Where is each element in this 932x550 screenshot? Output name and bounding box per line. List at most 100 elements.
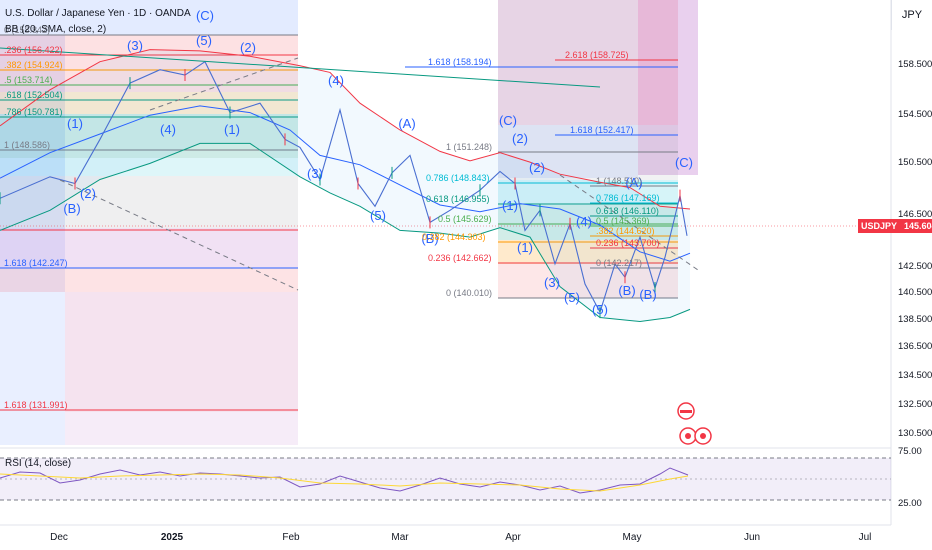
fib-label: 0.5 (145.629) bbox=[438, 214, 492, 224]
last-price-value: 145.604 bbox=[900, 219, 932, 233]
wave-label: (4) bbox=[576, 214, 592, 229]
zone-red-right-low bbox=[498, 264, 678, 298]
currency-unit[interactable]: JPY bbox=[891, 0, 932, 30]
wave-label: (C) bbox=[675, 155, 693, 170]
price-tick-label: 150.500 bbox=[898, 157, 932, 168]
wave-label: (2) bbox=[512, 131, 528, 146]
event-icons[interactable] bbox=[677, 402, 712, 445]
wave-label: (A) bbox=[398, 116, 415, 131]
wave-label: (B) bbox=[63, 201, 80, 216]
price-tick-label: 142.500 bbox=[898, 261, 932, 272]
rsi-tick-label: 75.00 bbox=[898, 446, 922, 457]
fib-label: 0.786 (148.843) bbox=[426, 173, 490, 183]
wave-label: (C) bbox=[499, 113, 517, 128]
fib-label: 0.236 (143.700) bbox=[596, 238, 660, 248]
wave-label: (5) bbox=[564, 290, 580, 305]
fib-label: 2.618 (158.725) bbox=[565, 50, 629, 60]
fib-labels-layer: 0 (158.842) .236 (156.422) .382 (154.924).… bbox=[4, 25, 660, 410]
wave-label: (2) bbox=[240, 40, 256, 55]
rsi-indicator-label[interactable]: RSI (14, close) bbox=[5, 458, 72, 469]
fib-label: .382 (144.620) bbox=[596, 226, 655, 236]
fib-label: 0.786 (147.169) bbox=[596, 193, 660, 203]
zone-blue-left-lower bbox=[0, 230, 65, 445]
wave-label: (1) bbox=[224, 122, 240, 137]
fib-label: 1.618 (131.991) bbox=[4, 400, 68, 410]
wave-label: (5) bbox=[592, 302, 608, 317]
price-tick-label: 146.500 bbox=[898, 209, 932, 220]
time-tick-label: Jul bbox=[859, 532, 872, 543]
zone-grey-fib bbox=[0, 176, 298, 228]
time-axis-ticks[interactable]: Dec 2025 Feb Mar Apr May Jun Jul bbox=[50, 532, 871, 543]
zone-red-lower bbox=[0, 268, 298, 292]
rsi-ma-line bbox=[0, 473, 689, 492]
time-tick-label: 2025 bbox=[161, 532, 184, 543]
fib-label: .382 (154.924) bbox=[4, 60, 63, 70]
fib-label: 1 (151.248) bbox=[446, 142, 492, 152]
fib-label: .618 (152.504) bbox=[4, 90, 63, 100]
time-tick-label: Mar bbox=[391, 532, 409, 543]
zone-red-fib-top bbox=[0, 35, 298, 92]
wave-label: (1) bbox=[502, 198, 518, 213]
wave-label: (1) bbox=[517, 240, 533, 255]
zone-blue-right bbox=[498, 0, 638, 178]
bollinger-upper-line bbox=[0, 49, 691, 210]
price-axis-ticks[interactable]: 158.500 154.500 150.500 146.500 142.500 140.5… bbox=[898, 59, 932, 439]
zone-teal-fib bbox=[0, 158, 298, 176]
zone-green-right bbox=[498, 205, 678, 240]
fib-label: .236 (156.422) bbox=[4, 45, 63, 55]
bollinger-middle-line bbox=[0, 105, 691, 262]
trendline-dashed-up bbox=[149, 57, 299, 111]
fib-label: 0 (158.842) bbox=[4, 25, 50, 35]
trendlines-layer bbox=[0, 47, 699, 291]
rsi-line bbox=[0, 467, 689, 494]
trendline-top bbox=[0, 47, 601, 88]
zone-purple-right bbox=[638, 0, 698, 175]
wave-label: (3) bbox=[127, 38, 143, 53]
zone-green-fib bbox=[0, 114, 298, 158]
price-tick-label: 130.500 bbox=[898, 428, 932, 439]
trendline-dashed-right bbox=[559, 174, 699, 271]
fib-label: 0.382 (144.303) bbox=[422, 232, 486, 242]
rsi-pane: 75.00 25.00 bbox=[0, 446, 922, 509]
price-layer bbox=[0, 60, 688, 319]
bollinger-band-fill bbox=[0, 49, 690, 322]
price-tick-label: 132.500 bbox=[898, 399, 932, 410]
trendline-dashed-down bbox=[59, 179, 299, 291]
fib-label: 0.618 (146.955) bbox=[426, 194, 490, 204]
fib-label: 0.618 (146.110) bbox=[596, 206, 659, 216]
wave-label: (5) bbox=[196, 33, 212, 48]
wave-labels-layer: (C)(3) (5) (2)(1) (4) (1)(B)(2)(4)(3)(5)(A)(… bbox=[63, 8, 693, 317]
zone-orange-fib bbox=[0, 92, 298, 114]
fib-label: 1.618 (142.247) bbox=[4, 258, 68, 268]
fib-label: .786 (150.781) bbox=[4, 107, 63, 117]
fib-label: 1.618 (152.417) bbox=[570, 125, 634, 135]
zone-orange-right bbox=[498, 240, 678, 264]
wave-label: (3) bbox=[307, 166, 323, 181]
zone-red-right-top bbox=[498, 0, 678, 125]
fib-label: 0.236 (142.662) bbox=[428, 253, 492, 263]
zone-blue-top bbox=[65, 0, 298, 35]
event-icon-1-dot bbox=[685, 433, 691, 439]
price-tick-label: 154.500 bbox=[898, 109, 932, 120]
price-line bbox=[0, 60, 688, 314]
fib-label: .5 (153.714) bbox=[4, 75, 53, 85]
wave-label: (2) bbox=[529, 160, 545, 175]
time-tick-label: May bbox=[623, 532, 642, 543]
fib-label: 1 (148.510) bbox=[596, 176, 642, 186]
price-tick-label: 140.500 bbox=[898, 287, 932, 298]
wave-label: (5) bbox=[370, 208, 386, 223]
time-tick-label: Apr bbox=[505, 532, 521, 543]
last-price-symbol: USDJPY bbox=[858, 219, 901, 233]
time-tick-label: Jun bbox=[744, 532, 760, 543]
wave-label: (1) bbox=[67, 116, 83, 131]
wave-label: (A) bbox=[625, 175, 642, 190]
zone-teal-right bbox=[498, 180, 678, 205]
zones-layer bbox=[0, 0, 698, 445]
price-tick-label: 158.500 bbox=[898, 59, 932, 70]
zone-purple-fib bbox=[0, 228, 298, 268]
fib-label: 1.618 (158.194) bbox=[428, 57, 492, 67]
fib-label: 1 (148.586) bbox=[4, 140, 50, 150]
wave-label: (B) bbox=[618, 283, 635, 298]
zone-blue-left bbox=[0, 0, 65, 230]
